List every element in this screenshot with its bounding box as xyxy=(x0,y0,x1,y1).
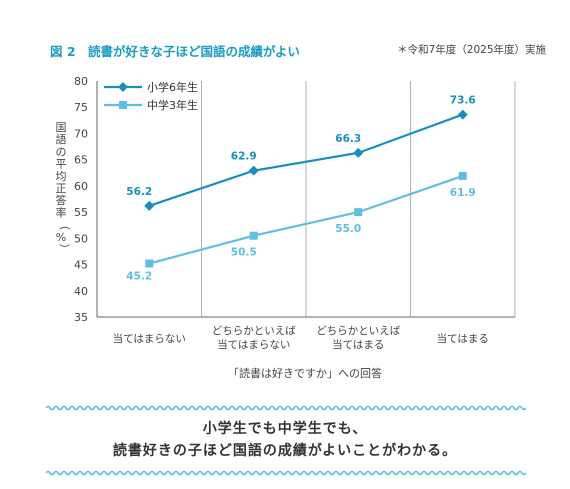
data-label: 66.3 xyxy=(335,133,361,145)
y-axis-label-char: 平 xyxy=(56,158,67,171)
y-tick-label: 75 xyxy=(74,101,88,114)
y-axis-label-char: 正 xyxy=(56,182,67,195)
y-axis-label-char: 国 xyxy=(56,121,67,134)
data-point-square xyxy=(458,171,467,180)
x-tick-label: 当てはまらない xyxy=(217,338,290,351)
conclusion-text: 小学生でも中学生でも、 読書好きの子ほど国語の成績がよいことがわかる。 xyxy=(0,418,570,462)
y-tick-label: 55 xyxy=(74,206,88,219)
wave-path xyxy=(46,470,526,476)
data-label: 55.0 xyxy=(335,223,361,235)
data-label: 45.2 xyxy=(126,271,152,283)
series-line-1 xyxy=(148,113,464,207)
y-tick-label: 35 xyxy=(74,311,88,324)
data-label: 61.9 xyxy=(450,187,476,199)
y-axis-label-char: % xyxy=(56,231,66,244)
data-label: 56.2 xyxy=(126,186,152,198)
data-point-diamond xyxy=(457,109,468,120)
y-tick-label: 65 xyxy=(74,154,88,167)
conclusion-line-1: 小学生でも中学生でも、 xyxy=(202,421,368,437)
y-axis-label-char: 率 xyxy=(56,205,67,219)
y-tick-label: 80 xyxy=(74,75,88,88)
wave-path xyxy=(46,405,526,411)
y-axis-label-char: （ xyxy=(58,219,71,230)
data-point-square xyxy=(249,231,258,240)
y-tick-label: 70 xyxy=(74,127,88,140)
data-label: 50.5 xyxy=(231,247,257,259)
x-tick-label: どちらかといえば xyxy=(316,325,400,337)
data-point-diamond xyxy=(353,147,364,158)
survey-note: ＊令和7年度（2025年度）実施 xyxy=(397,44,546,56)
data-point-diamond xyxy=(248,165,259,176)
legend-label: 中学3年生 xyxy=(147,98,198,112)
data-point-square xyxy=(354,208,363,217)
y-tick-label: 60 xyxy=(74,180,88,193)
y-axis-label-char: 語 xyxy=(56,132,67,146)
data-label: 62.9 xyxy=(231,151,257,163)
wave-divider-bottom xyxy=(46,470,526,476)
line-chart: 35404550556065707580国語の平均正答率（%）当てはまらないどち… xyxy=(56,75,516,380)
wave-divider-top xyxy=(46,405,526,411)
y-tick-label: 45 xyxy=(74,259,88,272)
data-label: 73.6 xyxy=(450,95,476,107)
x-axis-title: 「読書は好きですか」への回答 xyxy=(228,366,382,380)
x-tick-label: 当てはまる xyxy=(332,338,384,351)
legend-marker-diamond xyxy=(118,82,128,92)
x-tick-label: 当てはまらない xyxy=(113,332,186,345)
legend-marker-square xyxy=(119,101,127,109)
x-tick-label: 当てはまる xyxy=(437,332,489,345)
series-line-2 xyxy=(148,174,464,265)
y-axis-label-char: ） xyxy=(58,244,71,255)
conclusion-line-2: 読書好きの子ほど国語の成績がよいことがわかる。 xyxy=(112,443,458,459)
data-point-square xyxy=(145,259,154,268)
x-tick-label: どちらかといえば xyxy=(212,325,296,337)
y-axis-label-char: の xyxy=(56,145,67,158)
y-axis-label-char: 均 xyxy=(56,170,67,183)
y-tick-label: 40 xyxy=(74,285,88,298)
legend-label: 小学6年生 xyxy=(147,80,198,94)
data-point-diamond xyxy=(144,200,155,211)
figure-title: 図 2 読書が好きな子ほど国語の成績がよい xyxy=(50,44,300,59)
y-tick-label: 50 xyxy=(74,232,88,245)
y-axis-label-char: 答 xyxy=(56,193,67,207)
